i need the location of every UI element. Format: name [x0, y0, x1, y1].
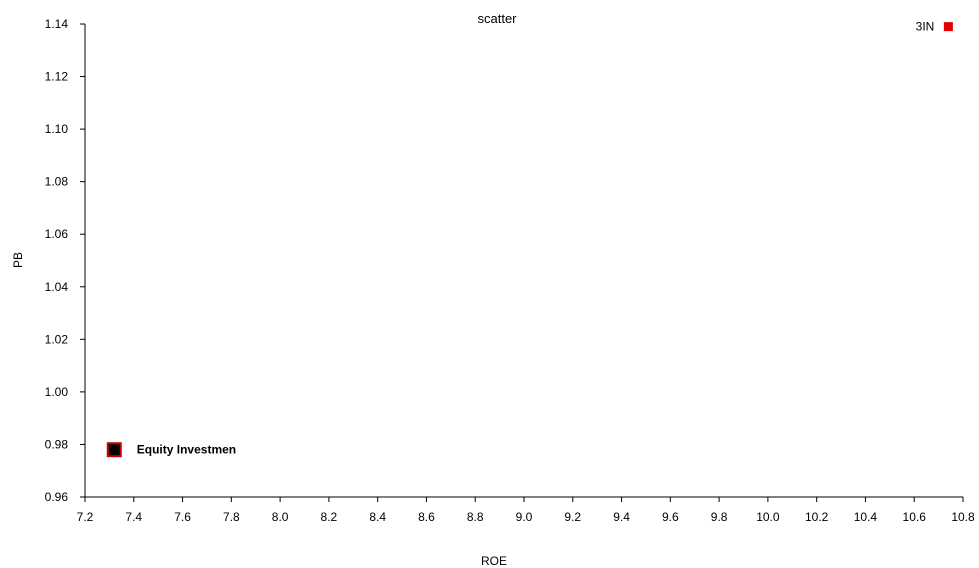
x-tick-label: 8.0	[272, 510, 289, 524]
y-axis: 0.96 0.98 1.00 1.02 1.04 1.06 1.08 1.10 1.12 1.14	[45, 17, 86, 504]
x-tick-label: 10.0	[756, 510, 780, 524]
y-tick-label: 1.10	[45, 122, 69, 136]
chart-title: scatter	[477, 11, 517, 26]
x-tick-label: 7.4	[125, 510, 142, 524]
data-point-label-0: Equity Investmen	[137, 443, 236, 457]
y-tick-label: 1.14	[45, 17, 69, 31]
y-tick-label: 0.96	[45, 490, 69, 504]
x-tick-label: 10.6	[903, 510, 927, 524]
x-axis-title: ROE	[481, 554, 507, 568]
y-tick-label: 1.08	[45, 175, 69, 189]
x-tick-label: 7.8	[223, 510, 240, 524]
y-tick-label: 0.98	[45, 437, 69, 451]
x-tick-label: 9.2	[564, 510, 581, 524]
x-tick-label: 10.2	[805, 510, 829, 524]
x-tick-label: 8.6	[418, 510, 435, 524]
x-tick-label: 8.8	[467, 510, 484, 524]
y-tick-label: 1.06	[45, 227, 69, 241]
x-tick-label: 8.2	[321, 510, 338, 524]
data-points: Equity Investmen 3IN	[106, 20, 953, 458]
y-tick-label: 1.04	[45, 280, 69, 294]
x-tick-label: 9.6	[662, 510, 679, 524]
y-tick-label: 1.12	[45, 70, 69, 84]
x-tick-label: 7.2	[77, 510, 94, 524]
data-point-label-1: 3IN	[916, 20, 935, 34]
x-tick-label: 9.8	[711, 510, 728, 524]
x-tick-label: 8.4	[369, 510, 386, 524]
data-point-0	[106, 442, 122, 458]
x-tick-label: 9.4	[613, 510, 630, 524]
x-tick-label: 10.4	[854, 510, 878, 524]
y-axis-title: PB	[11, 252, 25, 268]
x-tick-label: 10.8	[951, 510, 975, 524]
y-tick-label: 1.00	[45, 385, 69, 399]
y-tick-label: 1.02	[45, 332, 69, 346]
x-tick-label: 9.0	[516, 510, 533, 524]
data-point-1	[943, 22, 953, 32]
x-tick-label: 7.6	[174, 510, 191, 524]
x-axis: 7.2 7.4 7.6 7.8 8.0 8.2 8.4 8.6 8.8 9.0 9.2 9.4 9.6 9…	[77, 496, 975, 524]
